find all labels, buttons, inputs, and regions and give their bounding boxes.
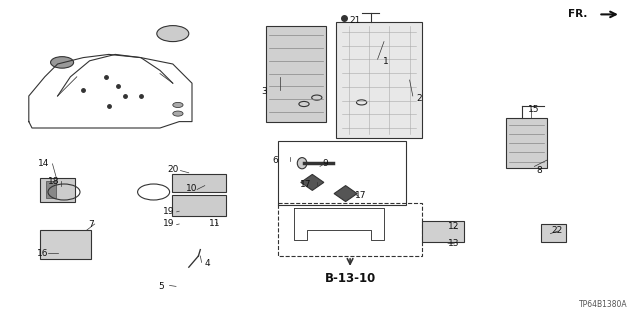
Bar bbox=[506, 118, 547, 168]
Text: 10: 10 bbox=[186, 184, 197, 193]
Bar bbox=[266, 26, 326, 122]
Polygon shape bbox=[334, 186, 357, 202]
Bar bbox=[46, 181, 56, 198]
Text: 18: 18 bbox=[48, 177, 60, 186]
Bar bbox=[336, 22, 422, 138]
Ellipse shape bbox=[297, 158, 307, 169]
Text: 1: 1 bbox=[383, 57, 388, 66]
Circle shape bbox=[173, 102, 183, 108]
Text: 9: 9 bbox=[323, 159, 328, 168]
Text: 13: 13 bbox=[448, 239, 460, 248]
Text: 14: 14 bbox=[38, 159, 50, 168]
Text: 17: 17 bbox=[300, 180, 311, 189]
Bar bbox=[278, 141, 406, 205]
Text: 5: 5 bbox=[159, 282, 164, 291]
Text: TP64B1380A: TP64B1380A bbox=[579, 300, 627, 309]
Bar bbox=[422, 221, 464, 242]
Circle shape bbox=[173, 111, 183, 116]
Text: 19: 19 bbox=[163, 207, 175, 216]
Bar bbox=[278, 203, 422, 256]
Text: 4: 4 bbox=[205, 259, 211, 268]
Text: B-13-10: B-13-10 bbox=[324, 272, 376, 285]
Bar bbox=[541, 224, 566, 242]
Text: 8: 8 bbox=[536, 166, 542, 175]
Text: 20: 20 bbox=[168, 165, 179, 174]
Bar bbox=[172, 195, 226, 216]
Text: 15: 15 bbox=[528, 105, 540, 114]
Text: 6: 6 bbox=[273, 156, 278, 165]
Text: 19: 19 bbox=[163, 220, 175, 228]
Circle shape bbox=[157, 26, 189, 42]
Bar bbox=[40, 230, 91, 259]
Bar bbox=[40, 178, 75, 202]
Text: 17: 17 bbox=[355, 191, 367, 200]
Text: 3: 3 bbox=[261, 87, 267, 96]
Text: 21: 21 bbox=[349, 16, 361, 25]
Circle shape bbox=[51, 57, 74, 68]
Polygon shape bbox=[301, 174, 324, 190]
Text: 7: 7 bbox=[88, 220, 94, 229]
Text: 11: 11 bbox=[209, 220, 221, 228]
Text: 2: 2 bbox=[417, 94, 422, 103]
Text: FR.: FR. bbox=[568, 9, 588, 20]
Bar bbox=[172, 174, 226, 192]
Text: 22: 22 bbox=[552, 226, 563, 235]
Text: 12: 12 bbox=[448, 222, 460, 231]
Text: 16: 16 bbox=[37, 249, 49, 258]
